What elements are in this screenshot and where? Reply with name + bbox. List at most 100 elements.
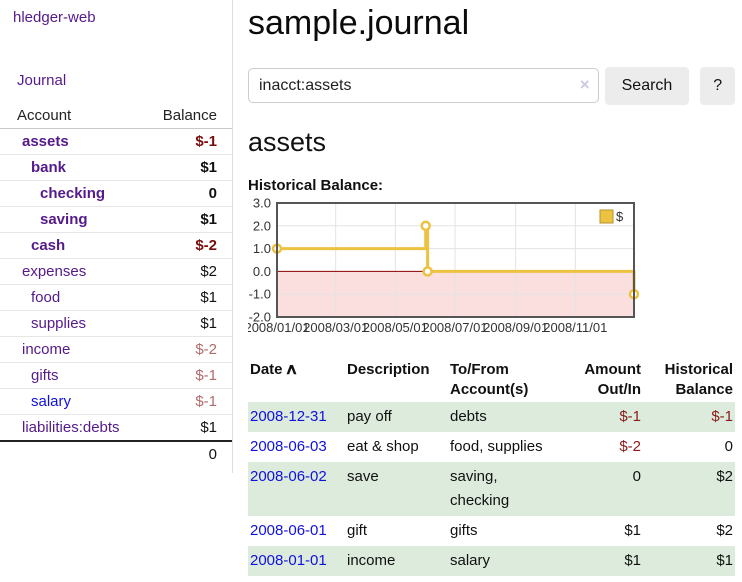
- accounts-header-account: Account: [0, 103, 147, 129]
- register-header-amount: Amount Out/In: [584, 360, 641, 398]
- register-header-row: Date ∧ Description To/From Account(s) Amo…: [248, 358, 735, 402]
- transaction-date-link[interactable]: 2008-06-03: [250, 437, 327, 455]
- help-button[interactable]: ?: [700, 67, 735, 106]
- account-balance: $-2: [146, 336, 232, 363]
- account-link-saving[interactable]: saving: [40, 211, 88, 228]
- chart-title: Historical Balance:: [248, 176, 384, 194]
- transaction-date-link[interactable]: 2008-01-01: [250, 551, 327, 569]
- transaction-date-link[interactable]: 2008-06-02: [250, 467, 327, 485]
- search-button[interactable]: Search: [604, 67, 690, 106]
- account-link-assets[interactable]: assets: [22, 133, 69, 150]
- register-row: 2008-12-31 pay off debts $-1 $-1: [248, 401, 735, 432]
- account-balance: $1: [146, 284, 232, 311]
- transaction-amount: $-1: [619, 407, 641, 425]
- transaction-date-link[interactable]: 2008-06-01: [250, 521, 327, 539]
- account-link-income[interactable]: income: [22, 341, 71, 358]
- account-link-salary[interactable]: salary: [31, 393, 72, 410]
- account-row: salary $-1: [0, 388, 232, 415]
- account-balance: $1: [146, 310, 232, 337]
- register-header-accounts: To/From Account(s): [450, 360, 529, 398]
- account-balance: $-2: [146, 232, 232, 259]
- svg-text:2.0: 2.0: [253, 218, 271, 233]
- account-row: saving $1: [0, 206, 232, 233]
- accounts-table: Account Balance assets $-1 bank $1 checking 0…: [0, 103, 232, 467]
- svg-text:2008/03/01: 2008/03/01: [303, 320, 368, 335]
- account-row: expenses $2: [0, 258, 232, 285]
- svg-text:0.0: 0.0: [253, 264, 271, 279]
- svg-text:2008/05/01: 2008/05/01: [363, 320, 428, 335]
- transaction-accounts: debts: [450, 407, 487, 425]
- transaction-accounts: saving, checking: [450, 467, 510, 509]
- transaction-balance: $-1: [711, 407, 733, 425]
- account-row: food $1: [0, 284, 232, 311]
- search-bar: × Search ?: [248, 67, 735, 106]
- transaction-balance: 0: [724, 437, 733, 455]
- account-balance: $1: [146, 154, 232, 181]
- svg-text:-2.0: -2.0: [249, 309, 271, 324]
- accounts-total-balance: 0: [146, 440, 232, 467]
- svg-text:3.0: 3.0: [253, 198, 271, 211]
- transaction-description: income: [347, 551, 396, 569]
- account-link-gifts[interactable]: gifts: [31, 367, 59, 384]
- register-row: 2008-06-02 save saving, checking 0 $2: [248, 461, 735, 516]
- accounts-header-balance: Balance: [146, 103, 232, 129]
- search-box: ×: [248, 68, 599, 104]
- account-row: gifts $-1: [0, 362, 232, 389]
- account-row: bank $1: [0, 154, 232, 181]
- transaction-accounts: food, supplies: [450, 437, 543, 455]
- account-link-food[interactable]: food: [31, 289, 61, 306]
- transaction-accounts: salary: [450, 551, 491, 569]
- svg-text:2008/11/01: 2008/11/01: [543, 320, 607, 335]
- clear-search-icon[interactable]: ×: [579, 75, 590, 95]
- transaction-description: save: [347, 467, 379, 485]
- account-row: income $-2: [0, 336, 232, 363]
- transaction-balance: $2: [716, 467, 733, 485]
- account-balance: $1: [146, 206, 232, 233]
- transaction-amount: $1: [624, 551, 641, 569]
- account-row: cash $-2: [0, 232, 232, 259]
- account-link-expenses[interactable]: expenses: [22, 263, 87, 280]
- account-balance: $-1: [146, 388, 232, 415]
- register-header-balance: Historical Balance: [664, 360, 733, 398]
- transaction-amount: 0: [632, 467, 641, 485]
- account-link-checking[interactable]: checking: [40, 185, 106, 202]
- page-title: sample.journal: [248, 4, 470, 42]
- transaction-description: eat & shop: [347, 437, 419, 455]
- transaction-description: gift: [347, 521, 368, 539]
- register-header-description: Description: [347, 360, 430, 378]
- account-link-supplies[interactable]: supplies: [31, 315, 87, 332]
- svg-text:-1.0: -1.0: [249, 286, 271, 301]
- transaction-accounts: gifts: [450, 521, 478, 539]
- transaction-description: pay off: [347, 407, 392, 425]
- account-link-liabilities-debts[interactable]: liabilities:debts: [22, 419, 120, 436]
- transaction-amount: $1: [624, 521, 641, 539]
- sidebar: hledger-web Journal Account Balance asse…: [0, 0, 233, 473]
- account-row: checking 0: [0, 180, 232, 207]
- account-balance: $1: [146, 414, 232, 442]
- transaction-amount: $-2: [619, 437, 641, 455]
- transaction-balance: $1: [716, 551, 733, 569]
- register-row: 2008-01-01 income salary $1 $1: [248, 545, 735, 576]
- account-balance: $-1: [146, 362, 232, 389]
- svg-text:2008/09/01: 2008/09/01: [483, 320, 548, 335]
- search-input[interactable]: [248, 68, 599, 104]
- svg-text:2008/07/01: 2008/07/01: [422, 320, 487, 335]
- svg-text:2008/01/01: 2008/01/01: [248, 320, 310, 335]
- account-link-bank[interactable]: bank: [31, 159, 67, 176]
- transaction-date-link[interactable]: 2008-12-31: [250, 407, 327, 425]
- svg-text:1.0: 1.0: [253, 241, 271, 256]
- account-heading: assets: [248, 127, 327, 158]
- account-row: supplies $1: [0, 310, 232, 337]
- account-row: assets $-1: [0, 128, 232, 155]
- sort-ascending-icon: ∧: [284, 360, 298, 378]
- historical-balance-chart: 3.0 2.0 1.0 0.0 -1.0 -2.02008/01/012008/03/01…: [248, 198, 640, 335]
- account-balance: $-1: [146, 128, 232, 155]
- account-balance: 0: [146, 180, 232, 207]
- register-header-date[interactable]: Date ∧: [250, 360, 298, 378]
- app-title-link[interactable]: hledger-web: [13, 9, 96, 26]
- sidebar-item-journal[interactable]: Journal: [17, 72, 67, 89]
- accounts-total-row: 0: [0, 440, 232, 467]
- accounts-header-row: Account Balance: [0, 103, 232, 129]
- account-link-cash[interactable]: cash: [31, 237, 66, 254]
- register-row: 2008-06-03 eat & shop food, supplies $-2 0: [248, 432, 735, 462]
